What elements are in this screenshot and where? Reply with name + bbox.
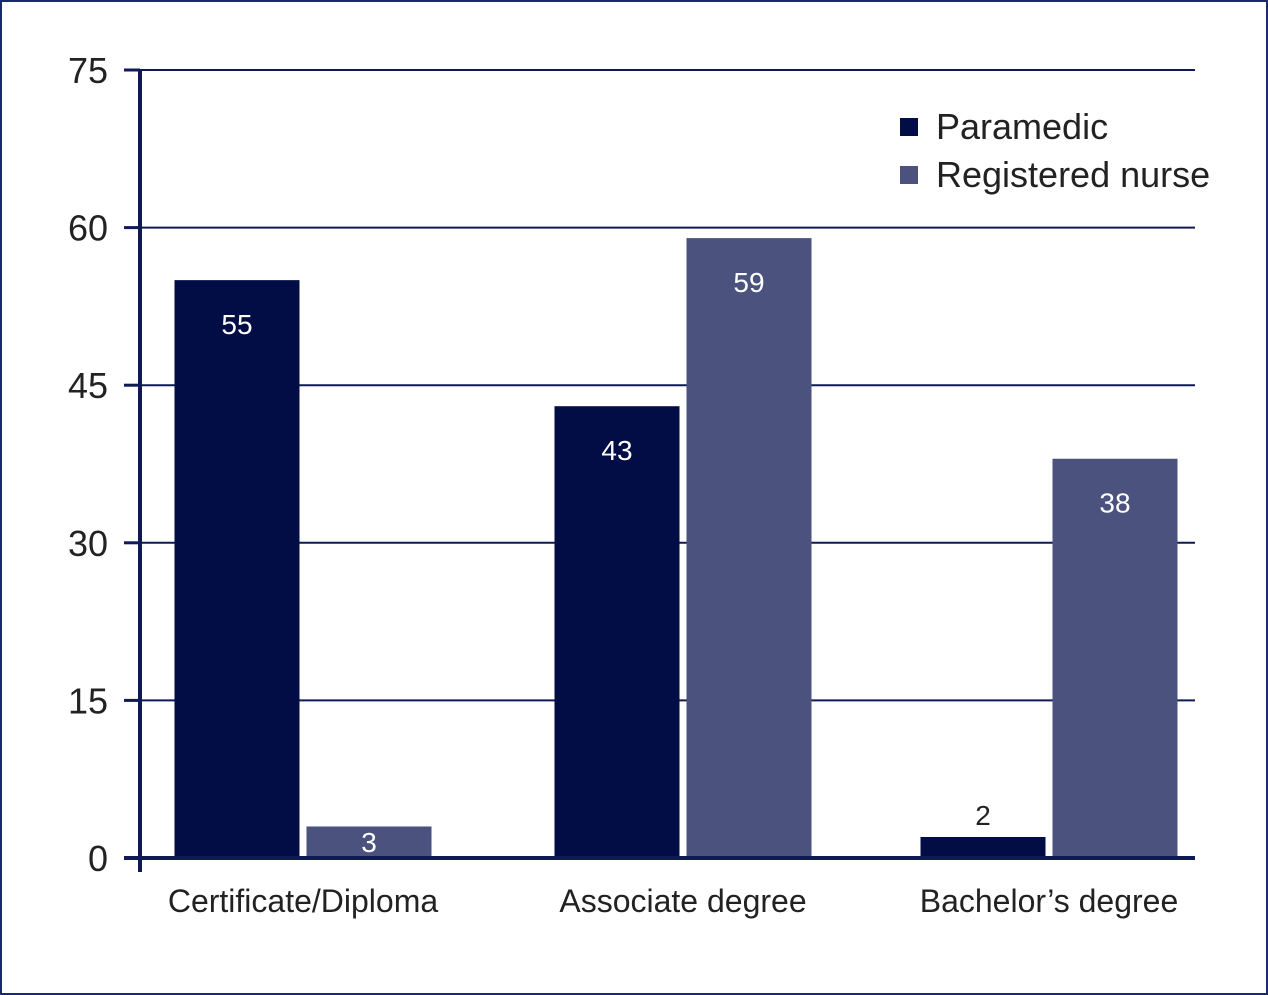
bar xyxy=(554,406,680,858)
bar xyxy=(920,836,1046,858)
bar-value-label: 55 xyxy=(221,309,252,340)
bar xyxy=(174,280,300,859)
x-category-label: Certificate/Diploma xyxy=(168,883,439,919)
y-tick-label: 75 xyxy=(68,50,108,91)
x-category-label: Associate degree xyxy=(559,883,806,919)
legend-swatch xyxy=(900,118,918,136)
y-tick-label: 60 xyxy=(68,208,108,249)
legend-swatch xyxy=(900,166,918,184)
bar-value-label: 3 xyxy=(361,827,377,858)
y-tick-label: 15 xyxy=(68,680,108,721)
bar xyxy=(686,238,812,858)
bar-value-label: 59 xyxy=(733,267,764,298)
y-tick-label: 45 xyxy=(68,365,108,406)
legend-label: Paramedic xyxy=(936,106,1108,147)
y-tick-label: 30 xyxy=(68,523,108,564)
bar-value-label: 38 xyxy=(1099,488,1130,519)
bar xyxy=(1052,458,1178,858)
x-category-label: Bachelor’s degree xyxy=(920,883,1179,919)
bar-value-label: 43 xyxy=(601,435,632,466)
y-tick-label: 0 xyxy=(88,838,108,879)
legend-label: Registered nurse xyxy=(936,154,1210,195)
bar-value-label: 2 xyxy=(975,800,991,831)
bar xyxy=(306,826,432,858)
